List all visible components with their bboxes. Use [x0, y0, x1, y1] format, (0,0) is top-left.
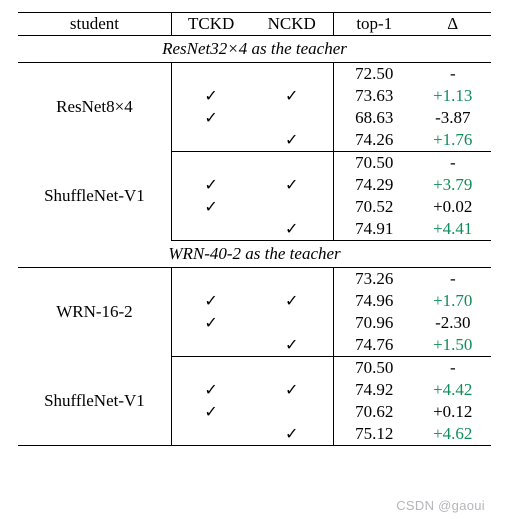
check-icon: ✓ — [250, 129, 333, 152]
delta-cell: +1.50 — [415, 334, 491, 357]
empty-cell — [171, 268, 250, 291]
check-icon: ✓ — [250, 423, 333, 446]
header-top1: top-1 — [333, 13, 414, 36]
top1-cell: 73.63 — [333, 85, 414, 107]
delta-cell: - — [415, 268, 491, 291]
section-caption-row: ResNet32×4 as the teacher — [18, 36, 491, 63]
empty-cell — [171, 129, 250, 152]
top1-cell: 75.12 — [333, 423, 414, 446]
empty-cell — [250, 152, 333, 175]
empty-cell — [171, 218, 250, 241]
top1-cell: 74.76 — [333, 334, 414, 357]
check-icon: ✓ — [250, 174, 333, 196]
empty-cell — [171, 423, 250, 446]
delta-cell: - — [415, 63, 491, 86]
check-icon: ✓ — [250, 334, 333, 357]
empty-cell — [250, 63, 333, 86]
delta-cell: +1.70 — [415, 290, 491, 312]
delta-cell: - — [415, 152, 491, 175]
check-icon: ✓ — [171, 196, 250, 218]
check-icon: ✓ — [171, 312, 250, 334]
check-icon: ✓ — [250, 290, 333, 312]
check-icon: ✓ — [250, 218, 333, 241]
empty-cell — [171, 357, 250, 380]
delta-cell: -2.30 — [415, 312, 491, 334]
top1-cell: 74.92 — [333, 379, 414, 401]
check-icon: ✓ — [171, 107, 250, 129]
header-student: student — [18, 13, 171, 36]
delta-cell: -3.87 — [415, 107, 491, 129]
check-icon: ✓ — [171, 85, 250, 107]
delta-cell: +4.41 — [415, 218, 491, 241]
header-delta: Δ — [415, 13, 491, 36]
top1-cell: 74.26 — [333, 129, 414, 152]
header-tckd: TCKD — [171, 13, 250, 36]
check-icon: ✓ — [250, 85, 333, 107]
empty-cell — [250, 401, 333, 423]
top1-cell: 70.50 — [333, 357, 414, 380]
student-cell: ShuffleNet-V1 — [18, 152, 171, 241]
header-nckd: NCKD — [250, 13, 333, 36]
empty-cell — [171, 63, 250, 86]
delta-cell: +0.12 — [415, 401, 491, 423]
table-row: ResNet8×472.50- — [18, 63, 491, 86]
check-icon: ✓ — [250, 379, 333, 401]
table-row: ShuffleNet-V170.50- — [18, 357, 491, 380]
top1-cell: 70.62 — [333, 401, 414, 423]
section-caption-row: WRN-40-2 as the teacher — [18, 241, 491, 268]
empty-cell — [250, 107, 333, 129]
results-table: student TCKD NCKD top-1 Δ ResNet32×4 as … — [18, 12, 491, 446]
top1-cell: 72.50 — [333, 63, 414, 86]
student-cell: ResNet8×4 — [18, 63, 171, 152]
check-icon: ✓ — [171, 290, 250, 312]
delta-cell: - — [415, 357, 491, 380]
top1-cell: 70.50 — [333, 152, 414, 175]
top1-cell: 74.29 — [333, 174, 414, 196]
empty-cell — [250, 196, 333, 218]
check-icon: ✓ — [171, 379, 250, 401]
header-row: student TCKD NCKD top-1 Δ — [18, 13, 491, 36]
section-caption: ResNet32×4 as the teacher — [18, 36, 491, 63]
empty-cell — [250, 312, 333, 334]
top1-cell: 70.52 — [333, 196, 414, 218]
delta-cell: +1.76 — [415, 129, 491, 152]
watermark: CSDN @gaoui — [396, 498, 485, 513]
section-caption: WRN-40-2 as the teacher — [18, 241, 491, 268]
table-row: WRN-16-273.26- — [18, 268, 491, 291]
empty-cell — [250, 357, 333, 380]
check-icon: ✓ — [171, 174, 250, 196]
top1-cell: 68.63 — [333, 107, 414, 129]
student-cell: ShuffleNet-V1 — [18, 357, 171, 446]
top1-cell: 73.26 — [333, 268, 414, 291]
empty-cell — [250, 268, 333, 291]
delta-cell: +1.13 — [415, 85, 491, 107]
top1-cell: 70.96 — [333, 312, 414, 334]
top1-cell: 74.96 — [333, 290, 414, 312]
top1-cell: 74.91 — [333, 218, 414, 241]
empty-cell — [171, 334, 250, 357]
table-row: ShuffleNet-V170.50- — [18, 152, 491, 175]
delta-cell: +3.79 — [415, 174, 491, 196]
delta-cell: +4.42 — [415, 379, 491, 401]
empty-cell — [171, 152, 250, 175]
delta-cell: +0.02 — [415, 196, 491, 218]
student-cell: WRN-16-2 — [18, 268, 171, 357]
delta-cell: +4.62 — [415, 423, 491, 446]
check-icon: ✓ — [171, 401, 250, 423]
